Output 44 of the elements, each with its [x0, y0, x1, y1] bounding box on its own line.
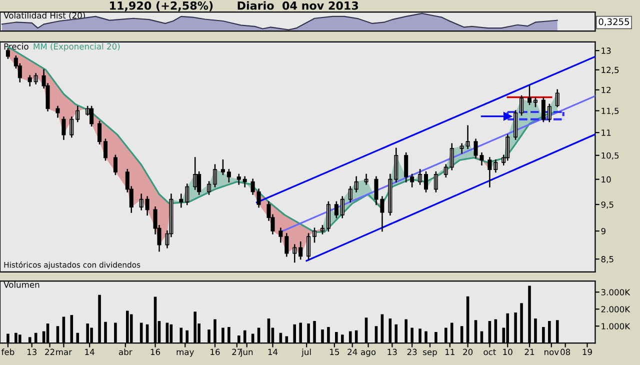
x-tick-label: 23	[407, 348, 417, 356]
chart-subtitle: Diario 04 nov 2013	[238, 1, 358, 10]
x-tick-label: 15	[330, 348, 339, 356]
x-tick-label: 22	[45, 348, 54, 355]
x-tick-label: 24	[348, 348, 358, 355]
y-tick-label: 9,5	[601, 201, 614, 209]
y-tick-label: 10	[602, 176, 611, 183]
y-tick-label: 3.000K	[601, 289, 630, 296]
y-tick-label: 11	[602, 130, 611, 136]
x-tick-label: 19	[582, 348, 592, 356]
y-tick-label: 12	[602, 86, 611, 94]
x-tick-label: ago	[361, 350, 376, 357]
y-axis-title: Precio	[4, 43, 28, 50]
y-tick-label: 13	[602, 48, 611, 54]
x-tick-label: 10	[503, 348, 512, 356]
x-tick-label: feb	[1, 348, 14, 356]
x-tick-label: 08	[560, 348, 570, 356]
series-label: MM (Exponencial 20)	[34, 43, 120, 52]
x-tick-label: 20	[463, 348, 473, 356]
x-tick-label: nov	[544, 350, 559, 356]
x-tick-label: jul	[301, 348, 311, 357]
x-tick-label: abr	[119, 348, 132, 356]
y-tick-label: 12,5	[602, 66, 619, 74]
x-tick-label: 14	[268, 348, 278, 355]
y-tick-label: 1.000K	[602, 323, 630, 330]
x-tick-label: 16	[210, 348, 220, 356]
x-tick-label: 21	[524, 348, 534, 355]
x-tick-label: 16	[150, 348, 160, 356]
y-tick-label: 8,5	[601, 256, 614, 264]
text: 0,3255	[598, 18, 629, 26]
y-tick-label: 11,5	[602, 108, 619, 115]
x-tick-label: may	[176, 350, 194, 357]
y-tick-label: 2.000K	[601, 306, 630, 312]
x-tick-label: 11	[445, 348, 454, 355]
x-tick-label: sep	[423, 350, 437, 357]
chart-title: 11,920 (+2,58%)	[110, 1, 213, 12]
y-tick-label: 9	[601, 228, 606, 234]
x-tick-label: mar	[56, 350, 72, 356]
x-tick-label: 13	[27, 348, 36, 356]
y-tick-label: 10,5	[602, 152, 619, 160]
x-tick-label: 14	[85, 348, 94, 355]
x-tick-label: oct	[484, 349, 496, 356]
x-tick-label: 13	[388, 348, 397, 356]
y-axis-title: Volumen	[4, 281, 40, 288]
